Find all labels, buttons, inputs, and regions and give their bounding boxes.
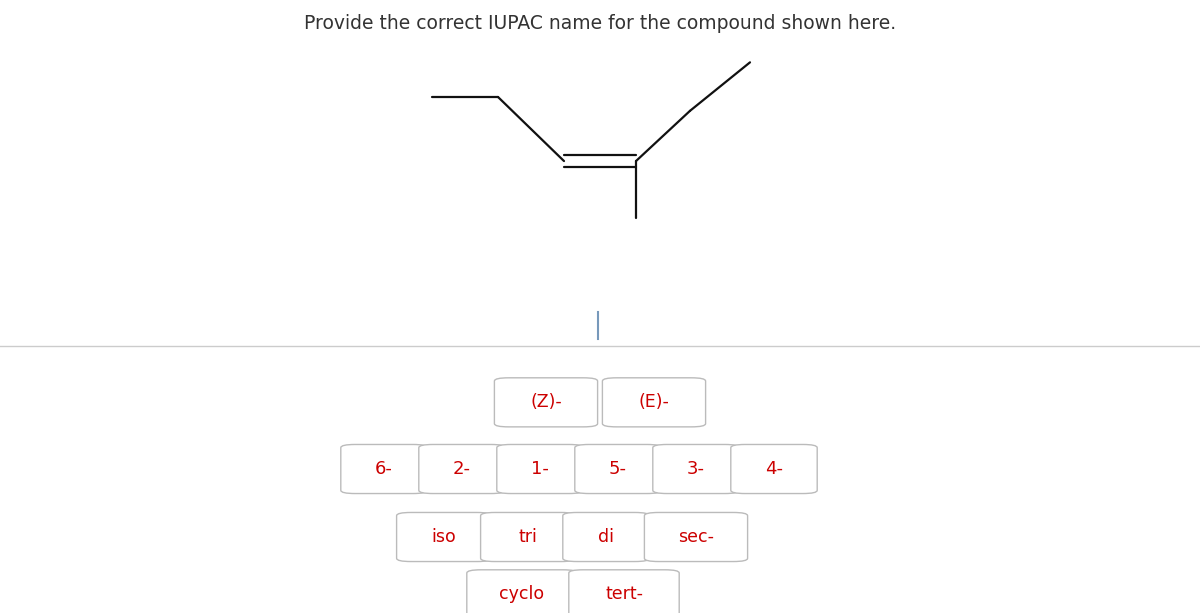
FancyBboxPatch shape [494,378,598,427]
FancyBboxPatch shape [341,444,427,493]
Text: (Z)-: (Z)- [530,394,562,411]
FancyBboxPatch shape [396,512,492,562]
FancyBboxPatch shape [575,444,661,493]
Text: di: di [598,528,614,546]
Text: Provide the correct IUPAC name for the compound shown here.: Provide the correct IUPAC name for the c… [304,14,896,33]
FancyBboxPatch shape [467,570,577,613]
Text: iso: iso [432,528,456,546]
FancyBboxPatch shape [480,512,576,562]
FancyBboxPatch shape [419,444,505,493]
FancyBboxPatch shape [653,444,739,493]
FancyBboxPatch shape [602,378,706,427]
Text: cyclo: cyclo [499,585,545,603]
FancyBboxPatch shape [563,512,649,562]
FancyBboxPatch shape [569,570,679,613]
Text: tri: tri [518,528,538,546]
Text: 5-: 5- [610,460,628,478]
Text: 3-: 3- [686,460,706,478]
Text: sec-: sec- [678,528,714,546]
Text: 4-: 4- [766,460,784,478]
Text: 6-: 6- [376,460,392,478]
Text: (E)-: (E)- [638,394,670,411]
Text: tert-: tert- [605,585,643,603]
Text: 2-: 2- [454,460,470,478]
FancyBboxPatch shape [644,512,748,562]
FancyBboxPatch shape [497,444,583,493]
Text: 1-: 1- [532,460,548,478]
FancyBboxPatch shape [731,444,817,493]
